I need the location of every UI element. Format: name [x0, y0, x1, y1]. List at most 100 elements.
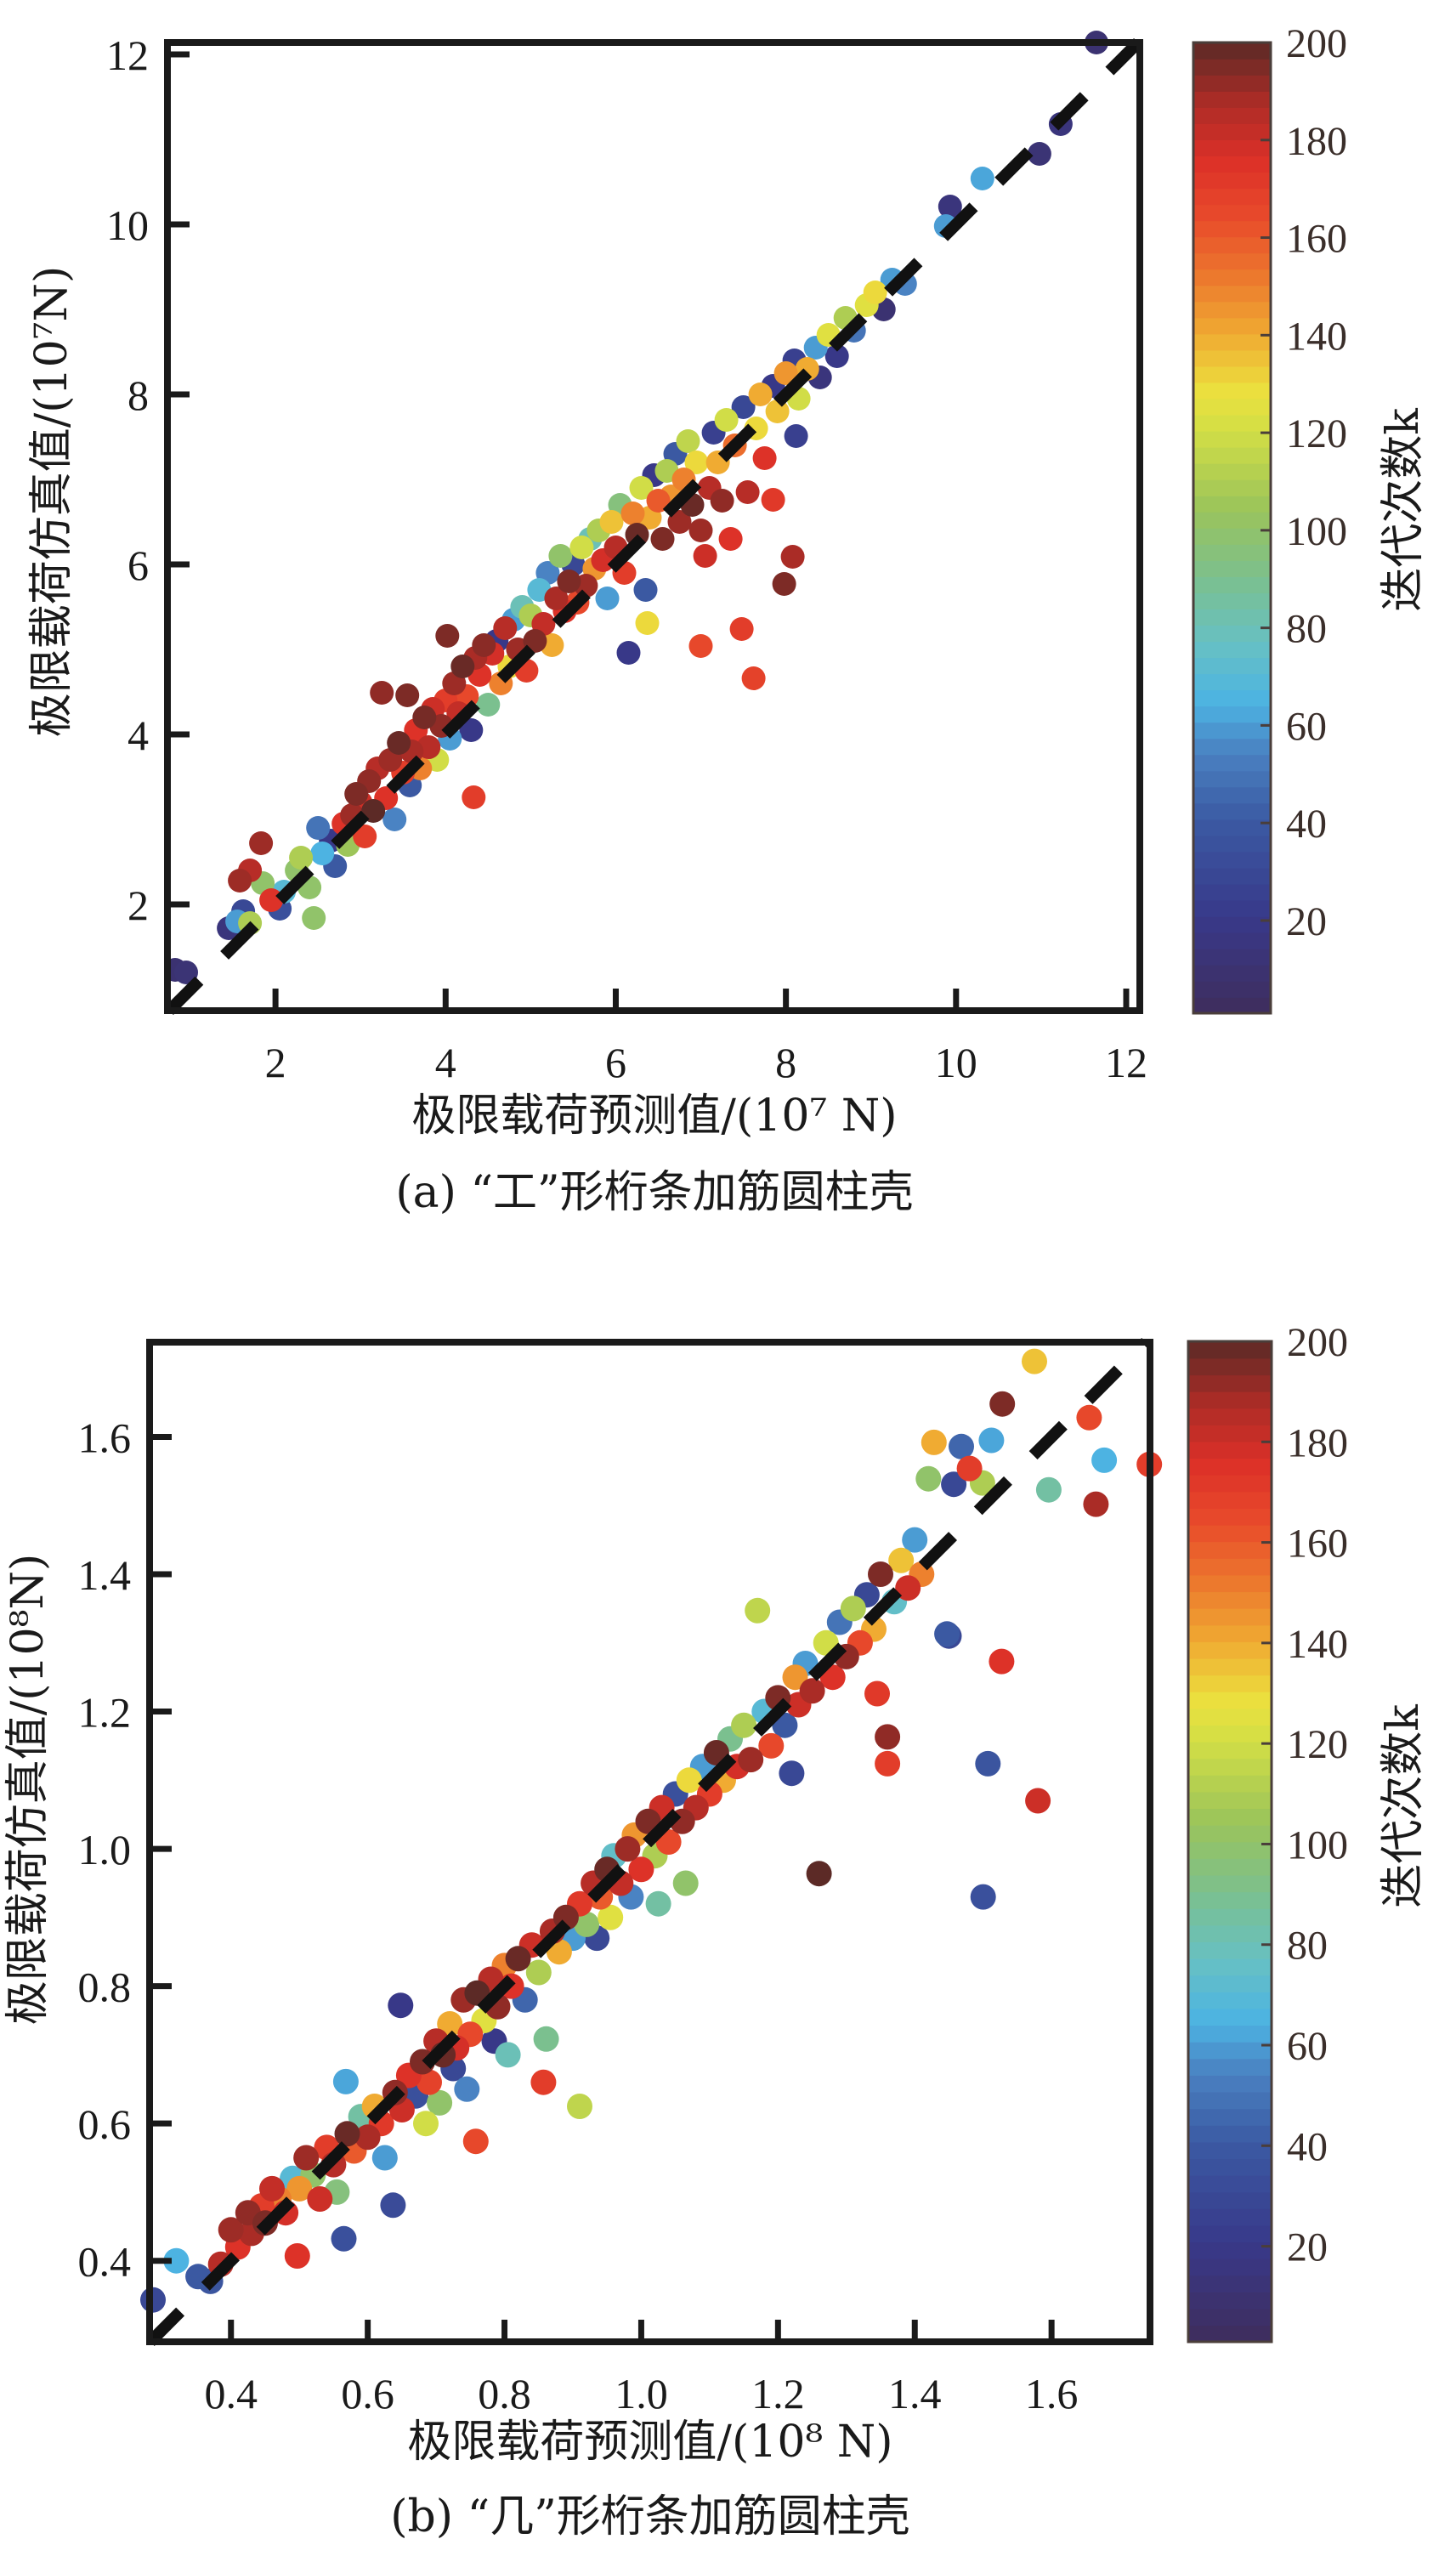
scatter-point [650, 527, 675, 551]
chart-panel-a: 2 4 6 8 10 12 2 4 6 8 10 12 20 40 60 80 100 120 140 160 18… [0, 0, 1456, 1275]
colorbar-segment [1188, 2292, 1272, 2309]
colorbar-segment [1188, 2025, 1272, 2043]
scatter-point [806, 1861, 832, 1887]
colorbar-segment [1193, 706, 1271, 723]
scatter-point [824, 344, 849, 368]
scatter-point [989, 1648, 1015, 1675]
scatter-point [174, 961, 198, 984]
scatter-point [752, 446, 777, 470]
colorbar-segment [1193, 673, 1271, 691]
scatter-point [688, 634, 713, 658]
scatter-point [718, 527, 743, 551]
scatter-point [729, 617, 754, 641]
scatter-point [567, 2094, 592, 2119]
scatter-point [505, 1946, 531, 1972]
colorbar-tick-label: 80 [1287, 1924, 1328, 1969]
scatter-point [598, 1904, 624, 1930]
colorbar-title-a: 迭代次数k [1378, 408, 1429, 612]
scatter-point [361, 799, 386, 823]
colorbar-a: 20 40 60 80 100 120 140 160 180 200 [1192, 21, 1347, 1015]
colorbar-tick-label: 100 [1286, 509, 1347, 554]
colorbar-segment [1193, 641, 1271, 659]
scatter-point [354, 2124, 381, 2151]
scatter-point [710, 489, 734, 513]
scatter-point [382, 808, 407, 831]
colorbar-segment [1188, 1691, 1272, 1709]
colorbar-segment [1193, 349, 1271, 367]
scatter-point [249, 831, 274, 855]
scatter-point [495, 2042, 521, 2068]
scatter-point [1035, 1476, 1062, 1503]
colorbar-segment [1193, 528, 1271, 545]
colorbar-segment [1188, 2141, 1272, 2160]
colorbar-segment [1188, 2075, 1272, 2093]
y-tick-label: 1.2 [78, 1689, 132, 1737]
x-tick-label: 4 [435, 1039, 456, 1086]
colorbar-segment [1193, 786, 1271, 804]
scatter-point [956, 1455, 983, 1482]
y-tick-label: 8 [127, 371, 149, 419]
x-tick-label: 0.4 [204, 2370, 258, 2417]
scatter-point [773, 361, 798, 385]
colorbar-tick-label: 80 [1286, 607, 1327, 652]
colorbar-tick-label: 160 [1287, 1522, 1348, 1567]
scatter-point [745, 1597, 771, 1624]
colorbar-segment [1188, 2174, 1272, 2193]
colorbar-segment [1193, 883, 1271, 901]
colorbar-segment [1188, 1758, 1272, 1776]
scatter-point [331, 2225, 357, 2252]
colorbar-segment [1188, 2325, 1272, 2343]
x-axis-title-b: 极限载荷预测值/(10⁸ N) [407, 2417, 892, 2468]
scatter-point [693, 544, 717, 568]
x-axis-ticks-a: 2 4 6 8 10 12 [265, 989, 1147, 1086]
scatter-point [574, 1911, 600, 1937]
caption-a: (a) “工”形桁条加筋圆柱壳 [395, 1167, 913, 1218]
scatter-point [934, 1621, 960, 1647]
scatter-point [454, 2076, 480, 2102]
x-tick-label: 1.6 [1025, 2370, 1079, 2417]
scatter-point [599, 510, 624, 534]
colorbar-segment [1193, 576, 1271, 593]
colorbar-tick-label: 180 [1286, 119, 1347, 164]
colorbar-segment [1188, 2275, 1272, 2292]
scatter-point [437, 2011, 463, 2037]
colorbar-segment [1188, 1391, 1272, 1409]
scatter-point [741, 666, 766, 690]
x-tick-label: 2 [265, 1039, 286, 1086]
colorbar-segment [1188, 1858, 1272, 1876]
scatter-point [784, 424, 808, 448]
colorbar-segment [1188, 1458, 1272, 1476]
scatter-point [310, 842, 335, 865]
scatter-point [228, 869, 252, 893]
colorbar-segment [1193, 301, 1271, 319]
colorbar-segment [1193, 123, 1271, 140]
colorbar-segment [1193, 867, 1271, 885]
colorbar-segment [1188, 1907, 1272, 1926]
colorbar-segment [1193, 802, 1271, 820]
colorbar-title-b: 迭代次数k [1378, 1704, 1429, 1908]
colorbar-segment [1188, 1341, 1272, 1359]
colorbar-segment [1188, 1708, 1272, 1726]
colorbar-segment [1188, 1725, 1272, 1743]
scatter-point [307, 2186, 333, 2212]
scatter-point [949, 1433, 974, 1459]
scatter-point [875, 1724, 901, 1750]
scatter-points-b [163, 1348, 1118, 2294]
scatter-point [738, 1747, 764, 1773]
scatter-point [332, 2068, 359, 2094]
colorbar-segment [1193, 285, 1271, 303]
scatter-point [888, 1547, 915, 1573]
colorbar-segment [1188, 1524, 1272, 1543]
scatter-point [646, 489, 671, 513]
scatter-point [462, 2128, 489, 2155]
scatter-point [714, 408, 739, 432]
colorbar-segment [1193, 156, 1271, 173]
y-axis-title-b: 极限载荷仿真值/(10⁸N) [3, 1554, 54, 2026]
colorbar-segment [1193, 91, 1271, 108]
x-tick-label: 12 [1105, 1039, 1147, 1086]
scatter-point [450, 655, 475, 678]
caption-b: (b) “几”形桁条加筋圆柱壳 [390, 2491, 910, 2542]
colorbar-segment [1193, 915, 1271, 933]
colorbar-tick-label: 60 [1286, 704, 1327, 749]
scatter-point [895, 1575, 921, 1601]
